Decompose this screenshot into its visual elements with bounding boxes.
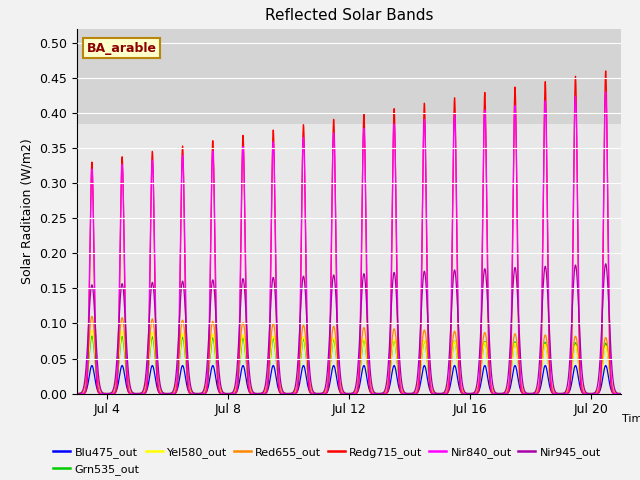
Text: Time: Time [622, 414, 640, 424]
Text: BA_arable: BA_arable [86, 42, 157, 55]
Legend: Blu475_out, Grn535_out, Yel580_out, Red655_out, Redg715_out, Nir840_out, Nir945_: Blu475_out, Grn535_out, Yel580_out, Red6… [49, 443, 605, 479]
Y-axis label: Solar Raditaion (W/m2): Solar Raditaion (W/m2) [20, 138, 33, 284]
Title: Reflected Solar Bands: Reflected Solar Bands [264, 9, 433, 24]
Bar [77, 29, 621, 123]
